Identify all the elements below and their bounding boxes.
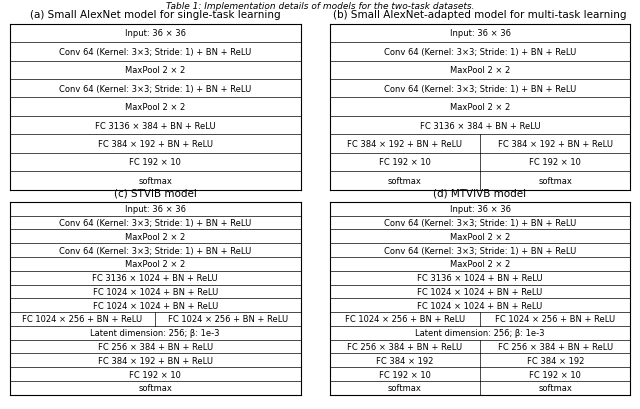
Text: FC 192 × 10: FC 192 × 10 xyxy=(529,370,581,379)
Text: FC 192 × 10: FC 192 × 10 xyxy=(379,370,431,379)
Text: softmax: softmax xyxy=(388,177,422,185)
Text: Conv 64 (Kernel: 3×3; Stride: 1) + BN + ReLU: Conv 64 (Kernel: 3×3; Stride: 1) + BN + … xyxy=(384,48,576,56)
Text: FC 1024 × 256 + BN + ReLU: FC 1024 × 256 + BN + ReLU xyxy=(168,315,288,324)
Text: FC 384 × 192 + BN + ReLU: FC 384 × 192 + BN + ReLU xyxy=(348,140,462,148)
Text: MaxPool 2 × 2: MaxPool 2 × 2 xyxy=(125,103,186,112)
Text: MaxPool 2 × 2: MaxPool 2 × 2 xyxy=(450,260,510,269)
Text: (d) MTVIVB model: (d) MTVIVB model xyxy=(433,189,527,198)
Text: FC 3136 × 384 + BN + ReLU: FC 3136 × 384 + BN + ReLU xyxy=(95,121,216,130)
Text: FC 1024 × 256 + BN + ReLU: FC 1024 × 256 + BN + ReLU xyxy=(345,315,465,324)
Text: Conv 64 (Kernel: 3×3; Stride: 1) + BN + ReLU: Conv 64 (Kernel: 3×3; Stride: 1) + BN + … xyxy=(384,218,576,227)
Text: (c) STVIB model: (c) STVIB model xyxy=(114,189,196,198)
Text: FC 384 × 192: FC 384 × 192 xyxy=(376,356,433,365)
Text: FC 256 × 384 + BN + ReLU: FC 256 × 384 + BN + ReLU xyxy=(498,342,612,351)
Text: MaxPool 2 × 2: MaxPool 2 × 2 xyxy=(450,232,510,241)
Text: FC 3136 × 1024 + BN + ReLU: FC 3136 × 1024 + BN + ReLU xyxy=(417,274,543,283)
Text: softmax: softmax xyxy=(388,383,422,392)
Text: softmax: softmax xyxy=(538,383,572,392)
Text: MaxPool 2 × 2: MaxPool 2 × 2 xyxy=(450,103,510,112)
Text: FC 384 × 192 + BN + ReLU: FC 384 × 192 + BN + ReLU xyxy=(98,356,212,365)
Text: FC 384 × 192 + BN + ReLU: FC 384 × 192 + BN + ReLU xyxy=(98,140,212,148)
Text: FC 1024 × 1024 + BN + ReLU: FC 1024 × 1024 + BN + ReLU xyxy=(417,301,543,310)
Text: FC 192 × 10: FC 192 × 10 xyxy=(129,158,181,167)
Text: Input: 36 × 36: Input: 36 × 36 xyxy=(125,29,186,38)
Text: Latent dimension: 256; β: 1e-3: Latent dimension: 256; β: 1e-3 xyxy=(90,328,220,337)
Text: MaxPool 2 × 2: MaxPool 2 × 2 xyxy=(125,260,186,269)
Text: softmax: softmax xyxy=(138,177,172,185)
Text: softmax: softmax xyxy=(538,177,572,185)
Text: FC 192 × 10: FC 192 × 10 xyxy=(379,158,431,167)
Text: FC 192 × 10: FC 192 × 10 xyxy=(129,370,181,379)
Text: FC 1024 × 256 + BN + ReLU: FC 1024 × 256 + BN + ReLU xyxy=(495,315,615,324)
Text: Table 1: Implementation details of models for the two-task datasets.: Table 1: Implementation details of model… xyxy=(166,2,474,11)
Text: FC 1024 × 1024 + BN + ReLU: FC 1024 × 1024 + BN + ReLU xyxy=(417,287,543,296)
Text: FC 3136 × 1024 + BN + ReLU: FC 3136 × 1024 + BN + ReLU xyxy=(92,274,218,283)
Text: MaxPool 2 × 2: MaxPool 2 × 2 xyxy=(125,66,186,75)
Text: FC 256 × 384 + BN + ReLU: FC 256 × 384 + BN + ReLU xyxy=(98,342,212,351)
Text: MaxPool 2 × 2: MaxPool 2 × 2 xyxy=(125,232,186,241)
Text: Conv 64 (Kernel: 3×3; Stride: 1) + BN + ReLU: Conv 64 (Kernel: 3×3; Stride: 1) + BN + … xyxy=(384,85,576,93)
Text: FC 1024 × 1024 + BN + ReLU: FC 1024 × 1024 + BN + ReLU xyxy=(93,301,218,310)
Text: FC 1024 × 1024 + BN + ReLU: FC 1024 × 1024 + BN + ReLU xyxy=(93,287,218,296)
Text: Latent dimension: 256; β: 1e-3: Latent dimension: 256; β: 1e-3 xyxy=(415,328,545,337)
Text: FC 384 × 192: FC 384 × 192 xyxy=(527,356,584,365)
Text: (a) Small AlexNet model for single-task learning: (a) Small AlexNet model for single-task … xyxy=(30,11,280,20)
Text: MaxPool 2 × 2: MaxPool 2 × 2 xyxy=(450,66,510,75)
Text: FC 1024 × 256 + BN + ReLU: FC 1024 × 256 + BN + ReLU xyxy=(22,315,143,324)
Text: FC 256 × 384 + BN + ReLU: FC 256 × 384 + BN + ReLU xyxy=(348,342,462,351)
Text: softmax: softmax xyxy=(138,383,172,392)
Text: Conv 64 (Kernel: 3×3; Stride: 1) + BN + ReLU: Conv 64 (Kernel: 3×3; Stride: 1) + BN + … xyxy=(59,48,252,56)
Text: Conv 64 (Kernel: 3×3; Stride: 1) + BN + ReLU: Conv 64 (Kernel: 3×3; Stride: 1) + BN + … xyxy=(59,246,252,255)
Text: FC 192 × 10: FC 192 × 10 xyxy=(529,158,581,167)
Text: Conv 64 (Kernel: 3×3; Stride: 1) + BN + ReLU: Conv 64 (Kernel: 3×3; Stride: 1) + BN + … xyxy=(384,246,576,255)
Text: Input: 36 × 36: Input: 36 × 36 xyxy=(125,205,186,214)
Text: Conv 64 (Kernel: 3×3; Stride: 1) + BN + ReLU: Conv 64 (Kernel: 3×3; Stride: 1) + BN + … xyxy=(59,85,252,93)
Text: Input: 36 × 36: Input: 36 × 36 xyxy=(449,205,511,214)
Text: Conv 64 (Kernel: 3×3; Stride: 1) + BN + ReLU: Conv 64 (Kernel: 3×3; Stride: 1) + BN + … xyxy=(59,218,252,227)
Text: FC 384 × 192 + BN + ReLU: FC 384 × 192 + BN + ReLU xyxy=(498,140,612,148)
Text: (b) Small AlexNet-adapted model for multi-task learning: (b) Small AlexNet-adapted model for mult… xyxy=(333,11,627,20)
Text: FC 3136 × 384 + BN + ReLU: FC 3136 × 384 + BN + ReLU xyxy=(420,121,540,130)
Text: Input: 36 × 36: Input: 36 × 36 xyxy=(449,29,511,38)
